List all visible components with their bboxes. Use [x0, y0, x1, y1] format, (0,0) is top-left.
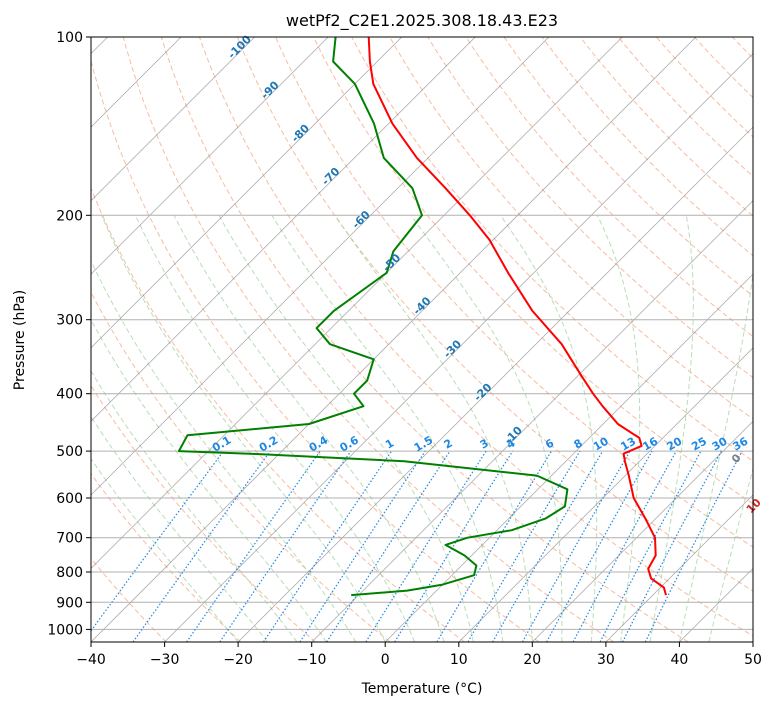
temperature-line — [367, 37, 667, 596]
isotherm — [91, 37, 697, 642]
y-axis-label: Pressure (hPa) — [12, 290, 28, 390]
isotherm — [91, 37, 550, 496]
x-tick-label: 0 — [381, 652, 390, 668]
mixing-ratio-line — [572, 450, 677, 642]
y-tick-label: 200 — [56, 208, 83, 224]
moist-adiabat — [134, 215, 416, 642]
mixing-ratio-line — [622, 450, 722, 642]
x-tick-label: 30 — [597, 652, 615, 668]
mixing-ratio-line — [394, 450, 514, 642]
isotherm — [605, 494, 753, 642]
mixing-ratio-line — [186, 450, 321, 642]
mixing-ratio-line — [546, 450, 653, 642]
profile-series — [177, 37, 667, 597]
mixing-ratio-line — [262, 450, 392, 642]
dry-adiabat — [503, 37, 753, 297]
y-tick-label: 800 — [56, 565, 83, 581]
dewpoint-line — [177, 37, 569, 597]
dry-adiabat — [91, 291, 391, 642]
moist-adiabat — [678, 270, 753, 642]
y-tick-label: 100 — [56, 30, 83, 46]
y-tick-label: 300 — [56, 313, 83, 329]
background-lines — [91, 37, 753, 642]
x-tick-label: 50 — [744, 652, 762, 668]
x-tick-label: −40 — [76, 652, 106, 668]
x-tick-label: −10 — [297, 652, 327, 668]
isotherm — [91, 37, 623, 569]
axis-ticks: −40 −30 −20 −10 0 10 20 30 40 50 100 200 300 400 500 60… — [47, 30, 762, 668]
x-tick-label: −30 — [150, 652, 180, 668]
moist-adiabat — [91, 369, 298, 642]
dry-adiabat — [313, 37, 753, 505]
mixing-ratio-line — [644, 450, 743, 642]
mixing-ratio-line — [326, 450, 451, 642]
moist-adiabat — [500, 215, 598, 642]
x-tick-label: 10 — [450, 652, 468, 668]
x-axis-label: Temperature (°C) — [361, 681, 483, 697]
moist-adiabat — [649, 215, 694, 642]
x-tick-label: −20 — [223, 652, 253, 668]
x-tick-label: 40 — [670, 652, 688, 668]
dry-adiabat — [351, 37, 753, 462]
y-tick-label: 400 — [56, 387, 83, 403]
y-tick-label: 500 — [56, 444, 83, 460]
mixing-ratio-line — [599, 450, 702, 642]
isotherm — [91, 37, 329, 275]
chart-title: wetPf2_C2E1.2025.308.18.43.E23 — [286, 11, 558, 31]
y-tick-label: 700 — [56, 531, 83, 547]
isotherm — [532, 420, 753, 642]
dry-adiabat — [91, 384, 316, 642]
moist-adiabat — [91, 415, 268, 642]
moist-adiabat — [410, 215, 563, 642]
dry-adiabat — [465, 37, 753, 338]
plot-background — [91, 37, 753, 642]
mixing-ratio-line — [91, 450, 224, 632]
dry-adiabat — [122, 37, 614, 642]
moist-adiabat — [91, 259, 357, 642]
mixing-ratio-line — [521, 450, 631, 642]
moist-adiabat — [708, 467, 753, 642]
isotherm — [311, 200, 753, 642]
dry-adiabat — [237, 37, 753, 592]
dry-adiabat — [91, 59, 540, 642]
y-tick-label: 900 — [56, 595, 83, 611]
moist-adiabat — [596, 215, 641, 642]
dry-adiabat — [160, 37, 689, 642]
mixing-ratio-line — [219, 450, 352, 642]
isotherm — [164, 53, 753, 642]
plot-frame — [90, 36, 754, 643]
isotherm — [91, 37, 255, 202]
isotherm — [384, 273, 753, 642]
moist-adiabat — [271, 215, 504, 642]
mixing-ratio-line — [299, 450, 426, 642]
dry-adiabat — [91, 472, 242, 642]
moist-adiabat — [91, 457, 239, 642]
mixing-ratio-line — [436, 450, 553, 642]
isotherm — [237, 126, 753, 642]
isotherm — [458, 347, 753, 642]
isotherm — [91, 37, 476, 422]
moist-adiabat — [91, 318, 327, 642]
y-tick-label: 600 — [56, 491, 83, 507]
y-tick-label: 1000 — [47, 622, 83, 638]
dry-adiabat — [275, 37, 753, 548]
moist-adiabat — [101, 215, 386, 642]
mixing-ratio-line — [132, 450, 271, 642]
x-tick-label: 20 — [523, 652, 541, 668]
moist-adiabat — [173, 215, 445, 642]
isotherm — [91, 37, 403, 349]
mixing-ratio-line — [365, 450, 487, 642]
